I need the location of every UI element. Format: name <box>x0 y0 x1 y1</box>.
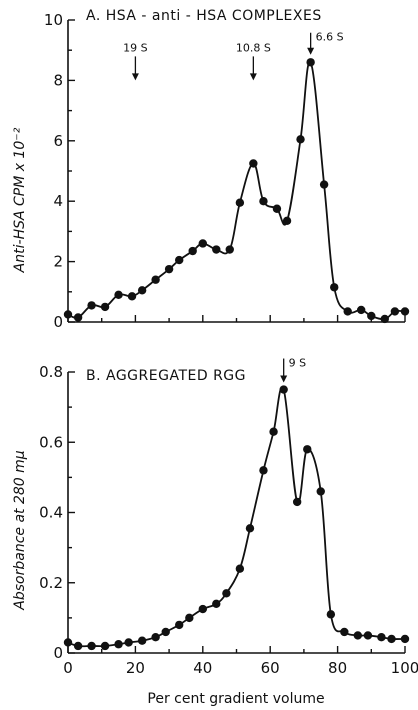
y-tick-label: 0.6 <box>39 433 63 451</box>
data-point <box>272 204 282 213</box>
panel-b-series <box>63 385 410 651</box>
panel-a-series <box>63 58 410 324</box>
y-tick-label: 0.8 <box>39 363 63 381</box>
y-tick-label: 2 <box>53 253 63 271</box>
panel-a-title: A. HSA - anti - HSA COMPLEXES <box>86 8 322 24</box>
data-point <box>114 640 123 649</box>
data-point <box>127 292 137 301</box>
data-point <box>400 634 410 644</box>
data-point <box>225 245 234 254</box>
x-tick-label: 20 <box>126 659 145 677</box>
x-tick-label: 100 <box>391 659 418 677</box>
panel-b-x-axis-label: Per cent gradient volume <box>147 691 324 707</box>
data-point <box>353 631 363 640</box>
data-point <box>259 466 268 475</box>
data-point <box>390 307 400 316</box>
y-tick-label: 6 <box>53 132 63 150</box>
panel-b-y-axis-label: Absorbance at 280 mμ <box>12 450 28 611</box>
data-point <box>175 255 184 265</box>
data-point <box>330 283 339 292</box>
data-point <box>151 632 160 642</box>
data-point <box>87 641 96 651</box>
panel-b-axes: 0 0.2 0.4 0.6 0.8 0 20 40 60 80 100 <box>39 363 418 677</box>
data-point <box>175 620 184 630</box>
data-point <box>269 427 278 436</box>
data-point <box>124 638 133 647</box>
marker-label: 9 S <box>289 357 306 370</box>
marker-label: 19 S <box>123 41 147 54</box>
data-point <box>73 313 83 322</box>
data-point <box>198 604 207 614</box>
data-point <box>188 246 197 256</box>
data-point <box>340 627 349 637</box>
data-point <box>306 58 315 67</box>
data-point <box>282 216 292 226</box>
data-point <box>380 314 389 324</box>
data-point <box>326 610 336 619</box>
data-point <box>279 385 288 394</box>
data-point <box>63 310 73 319</box>
data-point <box>377 632 386 642</box>
panel-b: B. AGGREGATED RGG Absorbance at 280 mμ P… <box>12 357 418 707</box>
data-point <box>137 286 147 295</box>
marker-arrowhead <box>280 375 288 383</box>
data-point <box>249 159 258 168</box>
x-tick-label: 0 <box>63 659 73 677</box>
data-point <box>87 301 96 310</box>
panel-a: A. HSA - anti - HSA COMPLEXES Anti-HSA C… <box>12 8 410 331</box>
marker-arrowhead <box>249 73 257 81</box>
panel-b-sedimentation-markers: 9 S <box>280 357 306 383</box>
data-point <box>400 307 410 316</box>
data-point <box>73 641 83 651</box>
marker-label: 6.6 S <box>316 31 344 44</box>
data-point <box>387 634 396 644</box>
data-point <box>245 524 255 533</box>
data-point <box>100 641 110 651</box>
marker-arrowhead <box>131 73 139 81</box>
data-point <box>161 627 170 637</box>
y-tick-label: 0 <box>53 313 63 331</box>
data-point <box>303 445 312 454</box>
data-point <box>212 245 221 254</box>
y-tick-label: 0.2 <box>39 574 63 592</box>
x-tick-label: 80 <box>328 659 347 677</box>
data-point <box>212 599 221 609</box>
data-point <box>356 305 366 315</box>
data-point <box>296 135 305 144</box>
x-tick-label: 60 <box>261 659 280 677</box>
x-tick-label: 40 <box>193 659 212 677</box>
panel-a-axes: 0 2 4 6 8 10 <box>44 11 406 331</box>
data-point <box>292 497 302 507</box>
data-point <box>185 613 194 623</box>
y-tick-label: 0 <box>53 644 63 662</box>
y-tick-label: 10 <box>44 11 63 29</box>
data-point <box>137 636 147 645</box>
data-point <box>363 631 373 640</box>
data-point <box>164 264 174 274</box>
marker-arrowhead <box>307 47 315 55</box>
data-point <box>100 302 110 312</box>
data-point <box>367 311 376 321</box>
data-point <box>63 638 73 647</box>
data-point <box>151 275 160 284</box>
data-point <box>222 589 231 598</box>
marker-label: 10.8 S <box>236 41 271 54</box>
panel-b-title: B. AGGREGATED RGG <box>86 368 246 384</box>
data-point <box>259 197 268 206</box>
y-tick-label: 0.4 <box>39 504 63 522</box>
panel-a-y-axis-label: Anti-HSA CPM x 10⁻² <box>12 127 28 273</box>
data-point <box>343 307 352 316</box>
data-point <box>198 239 207 248</box>
series-line <box>67 60 406 321</box>
data-point <box>235 564 245 573</box>
data-point <box>235 198 245 207</box>
series-line <box>67 386 406 648</box>
data-point <box>316 487 325 496</box>
data-point <box>319 180 329 189</box>
y-tick-label: 4 <box>53 192 63 210</box>
data-point <box>114 290 123 300</box>
y-tick-label: 8 <box>53 71 63 89</box>
panel-a-sedimentation-markers: 19 S 10.8 S 6.6 S <box>123 31 344 81</box>
